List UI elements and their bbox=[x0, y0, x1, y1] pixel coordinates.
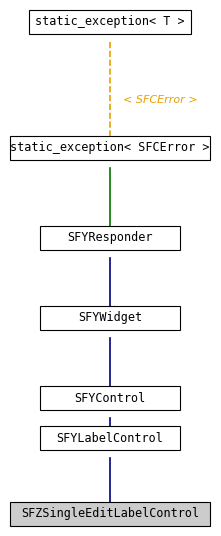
Bar bbox=[40, 426, 180, 450]
Text: SFYResponder: SFYResponder bbox=[67, 232, 153, 244]
Text: SFZSingleEditLabelControl: SFZSingleEditLabelControl bbox=[21, 508, 199, 520]
Text: static_exception< SFCError >: static_exception< SFCError > bbox=[10, 142, 210, 154]
Polygon shape bbox=[105, 140, 115, 150]
Bar bbox=[10, 502, 210, 526]
Bar bbox=[40, 306, 180, 330]
Polygon shape bbox=[105, 390, 115, 400]
Polygon shape bbox=[105, 506, 115, 516]
Text: < SFCError >: < SFCError > bbox=[123, 95, 198, 105]
Bar bbox=[40, 226, 180, 250]
Text: SFYControl: SFYControl bbox=[74, 391, 146, 405]
Polygon shape bbox=[105, 230, 115, 240]
Text: SFYLabelControl: SFYLabelControl bbox=[57, 431, 164, 444]
Bar bbox=[29, 10, 191, 34]
Bar bbox=[40, 386, 180, 410]
Polygon shape bbox=[105, 430, 115, 440]
Bar bbox=[10, 136, 210, 160]
Text: SFYWidget: SFYWidget bbox=[78, 311, 142, 324]
Polygon shape bbox=[105, 310, 115, 320]
Text: static_exception< T >: static_exception< T > bbox=[35, 16, 185, 28]
